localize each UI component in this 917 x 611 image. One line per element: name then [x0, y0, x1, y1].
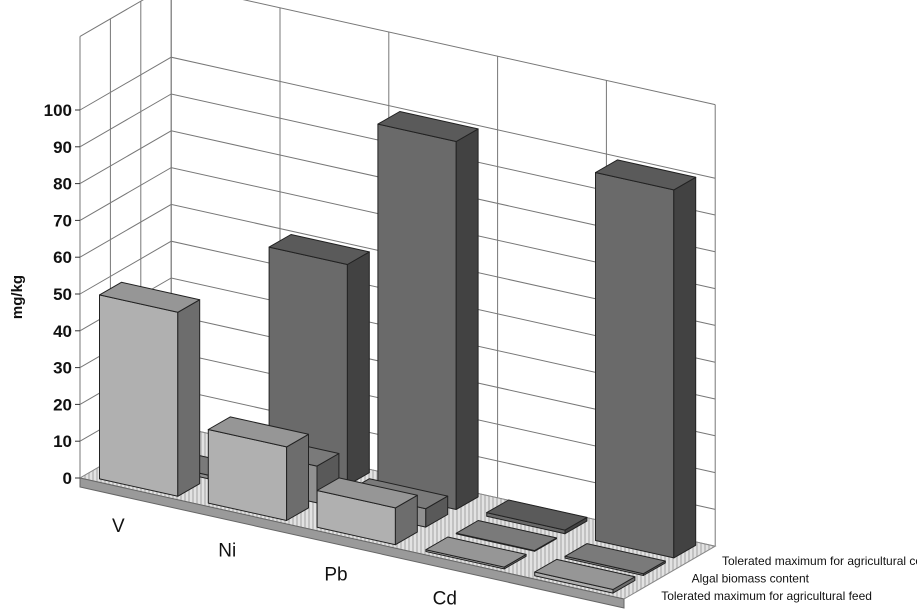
bar-cd-series-3: [486, 499, 588, 535]
y-tick-label: 70: [53, 211, 72, 230]
bar-front-face: [99, 294, 179, 497]
category-label-ni: Ni: [218, 540, 236, 561]
bar-side-face: [346, 251, 370, 486]
bar-cr-series-2: [564, 543, 666, 576]
category-label-v: V: [112, 516, 125, 537]
bar-top-face: [534, 558, 636, 590]
y-tick-label: 80: [53, 175, 72, 194]
bar-pb-series-1: [316, 477, 418, 546]
y-tick-label: 60: [53, 248, 72, 267]
bar-cr-series-1: [534, 558, 636, 594]
bar-pb-series-3: [377, 111, 479, 510]
y-tick-label: 10: [53, 432, 72, 451]
y-tick-label: 0: [63, 469, 72, 488]
bar-top-face: [268, 234, 370, 265]
series-labels: Tolerated maximum for agricultural feed A…: [661, 554, 917, 603]
series-label-2: Algal biomass content: [692, 572, 810, 586]
x-axis: VNiPbCdCr: [112, 516, 457, 610]
bar-top-face: [99, 281, 201, 313]
y-tick-label: 30: [53, 359, 72, 378]
category-label-cd: Cd: [433, 589, 457, 610]
bar-side-face: [286, 433, 309, 521]
bar-cd-series-2: [455, 520, 557, 552]
category-label-pb: Pb: [324, 565, 347, 586]
bar-top-face: [455, 520, 557, 552]
bar-top-face: [425, 536, 527, 568]
y-tick-label: 20: [53, 395, 72, 414]
bar-top-face: [207, 416, 309, 448]
bar-cd-series-1: [425, 536, 527, 570]
bar-v-series-1: [99, 281, 201, 497]
bar-top-face: [564, 543, 666, 575]
floor-edge: [79, 477, 625, 609]
bars: [99, 111, 697, 594]
wall-top-edge: [79, 0, 716, 106]
y-axis: 0 10 20 30 40 50 60 70 80 90 100: [44, 101, 80, 488]
y-tick-label: 40: [53, 322, 72, 341]
bar-ni-series-1: [207, 416, 309, 521]
bar-front-face: [377, 123, 457, 510]
bar-side-face: [177, 299, 201, 497]
series-label-3: Tolerated maximum for agricultural compo…: [722, 554, 917, 568]
bar-top-face: [377, 111, 479, 142]
bar-front-face: [595, 172, 675, 559]
bar-top-face: [486, 499, 588, 531]
bar-side-face: [673, 176, 697, 559]
y-tick-label: 100: [44, 101, 72, 120]
bar-top-face: [595, 159, 697, 191]
y-axis-label: mg/kg: [9, 275, 26, 319]
y-tick-label: 90: [53, 138, 72, 157]
bar-top-face: [316, 477, 418, 509]
bar-side-face: [455, 128, 479, 510]
y-tick-label: 50: [53, 285, 72, 304]
bar-cr-series-3: [595, 159, 697, 559]
series-label-1: Tolerated maximum for agricultural feed: [661, 589, 872, 603]
bar-ni-series-3: [268, 234, 370, 486]
